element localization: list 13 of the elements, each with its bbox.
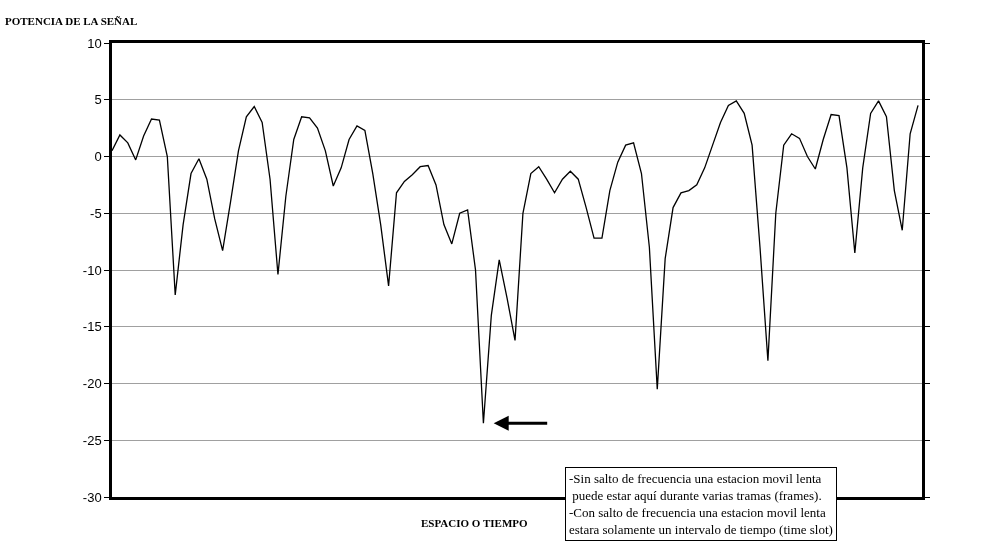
y-tick-label: 0 [94, 149, 102, 165]
y-tick-label: -10 [82, 262, 102, 278]
x-axis-title: ESPACIO O TIEMPO [421, 517, 528, 529]
y-tick-label: -20 [82, 376, 102, 392]
y-tick-label: -15 [82, 319, 102, 335]
y-tick-label: -5 [90, 205, 102, 221]
y-tick-label: -30 [82, 489, 102, 505]
y-axis-title: POTENCIA DE LA SEÑAL [5, 15, 138, 27]
y-tick-label: 10 [87, 35, 102, 51]
y-tick-label: 5 [94, 92, 102, 108]
y-tick-label: -25 [82, 432, 102, 448]
annotation: -Sin salto de frecuencia una estacion movil lenta puede estar aquí durante varias tramas (frames). -Con salto de frecuencia una estacion movil lenta estara solamente un intervalo de tiempo (time slot) [569, 471, 833, 537]
line-series [112, 100, 919, 424]
